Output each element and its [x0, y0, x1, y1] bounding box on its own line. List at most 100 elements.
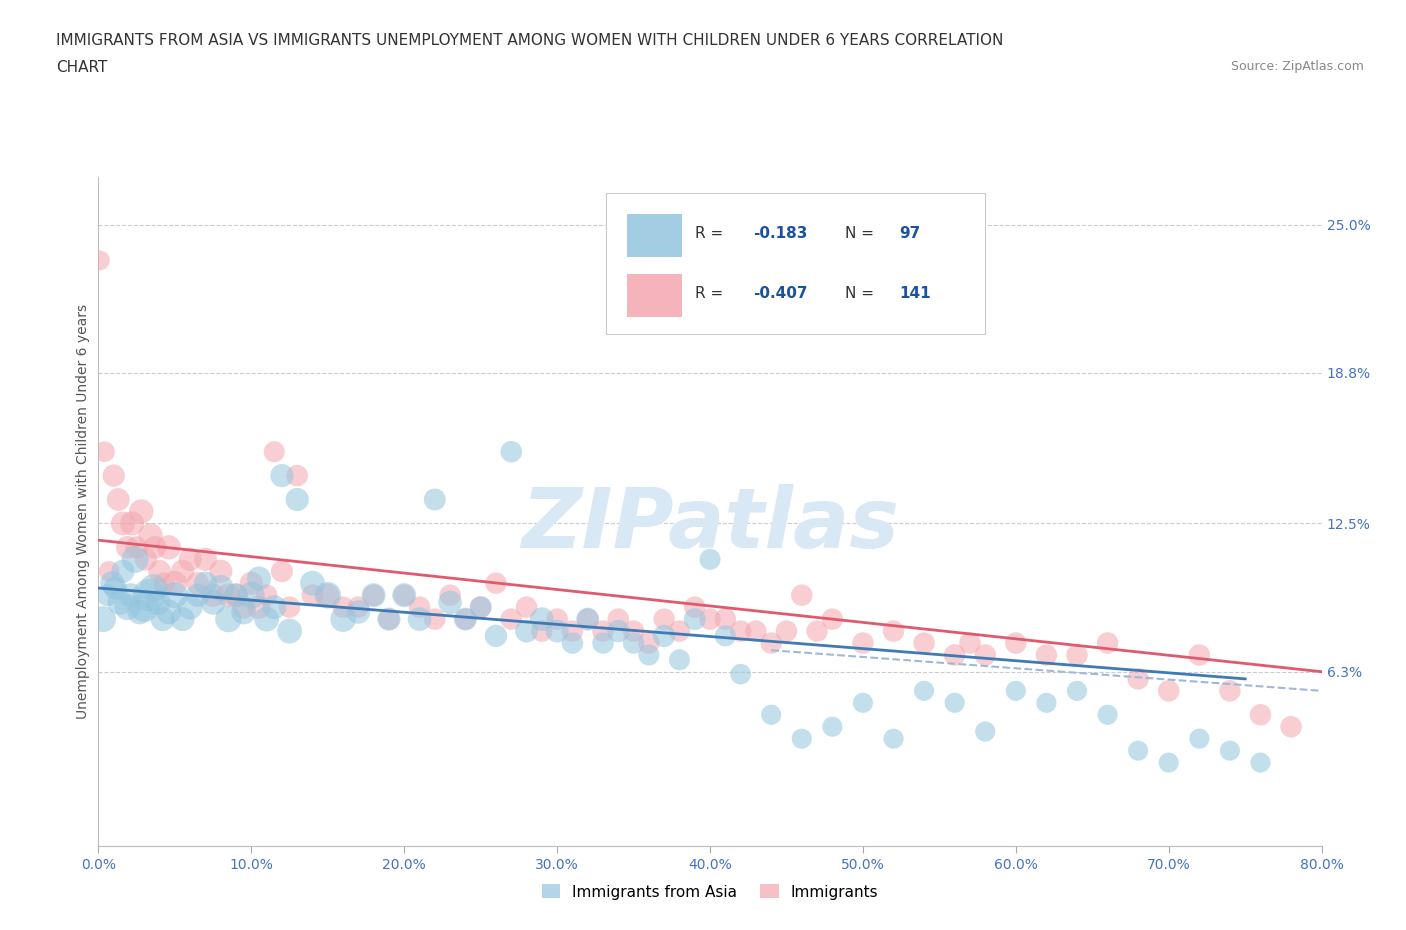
- Point: [270, 468, 294, 483]
- Point: [103, 468, 125, 483]
- Point: [157, 540, 180, 555]
- Text: -0.183: -0.183: [752, 226, 807, 241]
- Point: [101, 576, 124, 591]
- Point: [485, 629, 508, 644]
- Point: [332, 612, 354, 627]
- Point: [1219, 684, 1241, 698]
- Point: [153, 576, 176, 591]
- Point: [623, 635, 645, 650]
- FancyBboxPatch shape: [606, 193, 986, 334]
- Point: [576, 612, 599, 627]
- Point: [202, 588, 225, 603]
- Point: [209, 580, 232, 595]
- Point: [120, 588, 142, 603]
- Point: [1066, 684, 1088, 698]
- Point: [107, 492, 129, 507]
- Point: [129, 504, 152, 519]
- Point: [683, 612, 706, 627]
- Point: [408, 600, 430, 615]
- Text: Source: ZipAtlas.com: Source: ZipAtlas.com: [1230, 60, 1364, 73]
- Point: [247, 600, 270, 615]
- Point: [125, 540, 148, 555]
- Point: [530, 612, 553, 627]
- Point: [561, 635, 583, 650]
- Point: [139, 528, 162, 543]
- Point: [761, 635, 783, 650]
- Point: [138, 588, 160, 603]
- Point: [316, 588, 339, 603]
- Point: [883, 731, 905, 746]
- Point: [439, 595, 461, 610]
- Point: [172, 612, 194, 627]
- Point: [638, 647, 661, 662]
- Point: [97, 588, 120, 603]
- Point: [408, 612, 430, 627]
- Point: [1279, 719, 1302, 734]
- Point: [1097, 635, 1119, 650]
- Point: [852, 696, 875, 711]
- Point: [943, 696, 966, 711]
- Point: [117, 600, 139, 615]
- Point: [1188, 731, 1211, 746]
- Point: [1035, 696, 1057, 711]
- Point: [301, 576, 323, 591]
- Point: [278, 624, 301, 639]
- Point: [806, 624, 828, 639]
- Point: [104, 580, 127, 595]
- Point: [316, 588, 339, 603]
- Point: [790, 588, 813, 603]
- Point: [668, 624, 690, 639]
- Point: [652, 612, 675, 627]
- Point: [217, 612, 239, 627]
- Point: [256, 588, 278, 603]
- Point: [108, 595, 131, 610]
- Point: [347, 604, 370, 619]
- Point: [1004, 684, 1026, 698]
- Point: [485, 576, 508, 591]
- Point: [607, 624, 630, 639]
- Point: [247, 571, 270, 586]
- Point: [152, 612, 174, 627]
- Point: [423, 492, 446, 507]
- Point: [124, 551, 146, 566]
- Text: R =: R =: [696, 226, 724, 241]
- Point: [699, 551, 721, 566]
- Point: [111, 516, 134, 531]
- Point: [423, 612, 446, 627]
- Point: [187, 588, 209, 603]
- Point: [821, 612, 844, 627]
- Point: [714, 629, 737, 644]
- Point: [1250, 708, 1272, 723]
- Point: [378, 612, 401, 627]
- Point: [439, 588, 461, 603]
- Point: [1066, 647, 1088, 662]
- Point: [117, 540, 139, 555]
- Point: [240, 576, 263, 591]
- Point: [470, 600, 492, 615]
- Point: [225, 588, 247, 603]
- Point: [501, 445, 523, 459]
- Point: [454, 612, 477, 627]
- Point: [157, 604, 180, 619]
- Text: ZIPatlas: ZIPatlas: [522, 485, 898, 565]
- Point: [93, 445, 115, 459]
- FancyBboxPatch shape: [627, 214, 682, 257]
- Point: [561, 624, 583, 639]
- Point: [652, 629, 675, 644]
- Point: [745, 624, 768, 639]
- Point: [1157, 684, 1180, 698]
- Point: [959, 635, 981, 650]
- Point: [98, 564, 121, 578]
- Point: [761, 708, 783, 723]
- Point: [1188, 647, 1211, 662]
- Point: [111, 564, 134, 578]
- Text: 97: 97: [900, 226, 921, 241]
- Point: [142, 580, 165, 595]
- Point: [912, 635, 935, 650]
- Point: [143, 540, 166, 555]
- Point: [285, 468, 308, 483]
- Text: IMMIGRANTS FROM ASIA VS IMMIGRANTS UNEMPLOYMENT AMONG WOMEN WITH CHILDREN UNDER : IMMIGRANTS FROM ASIA VS IMMIGRANTS UNEMP…: [56, 33, 1004, 47]
- Point: [278, 600, 301, 615]
- Point: [683, 600, 706, 615]
- Point: [392, 588, 416, 603]
